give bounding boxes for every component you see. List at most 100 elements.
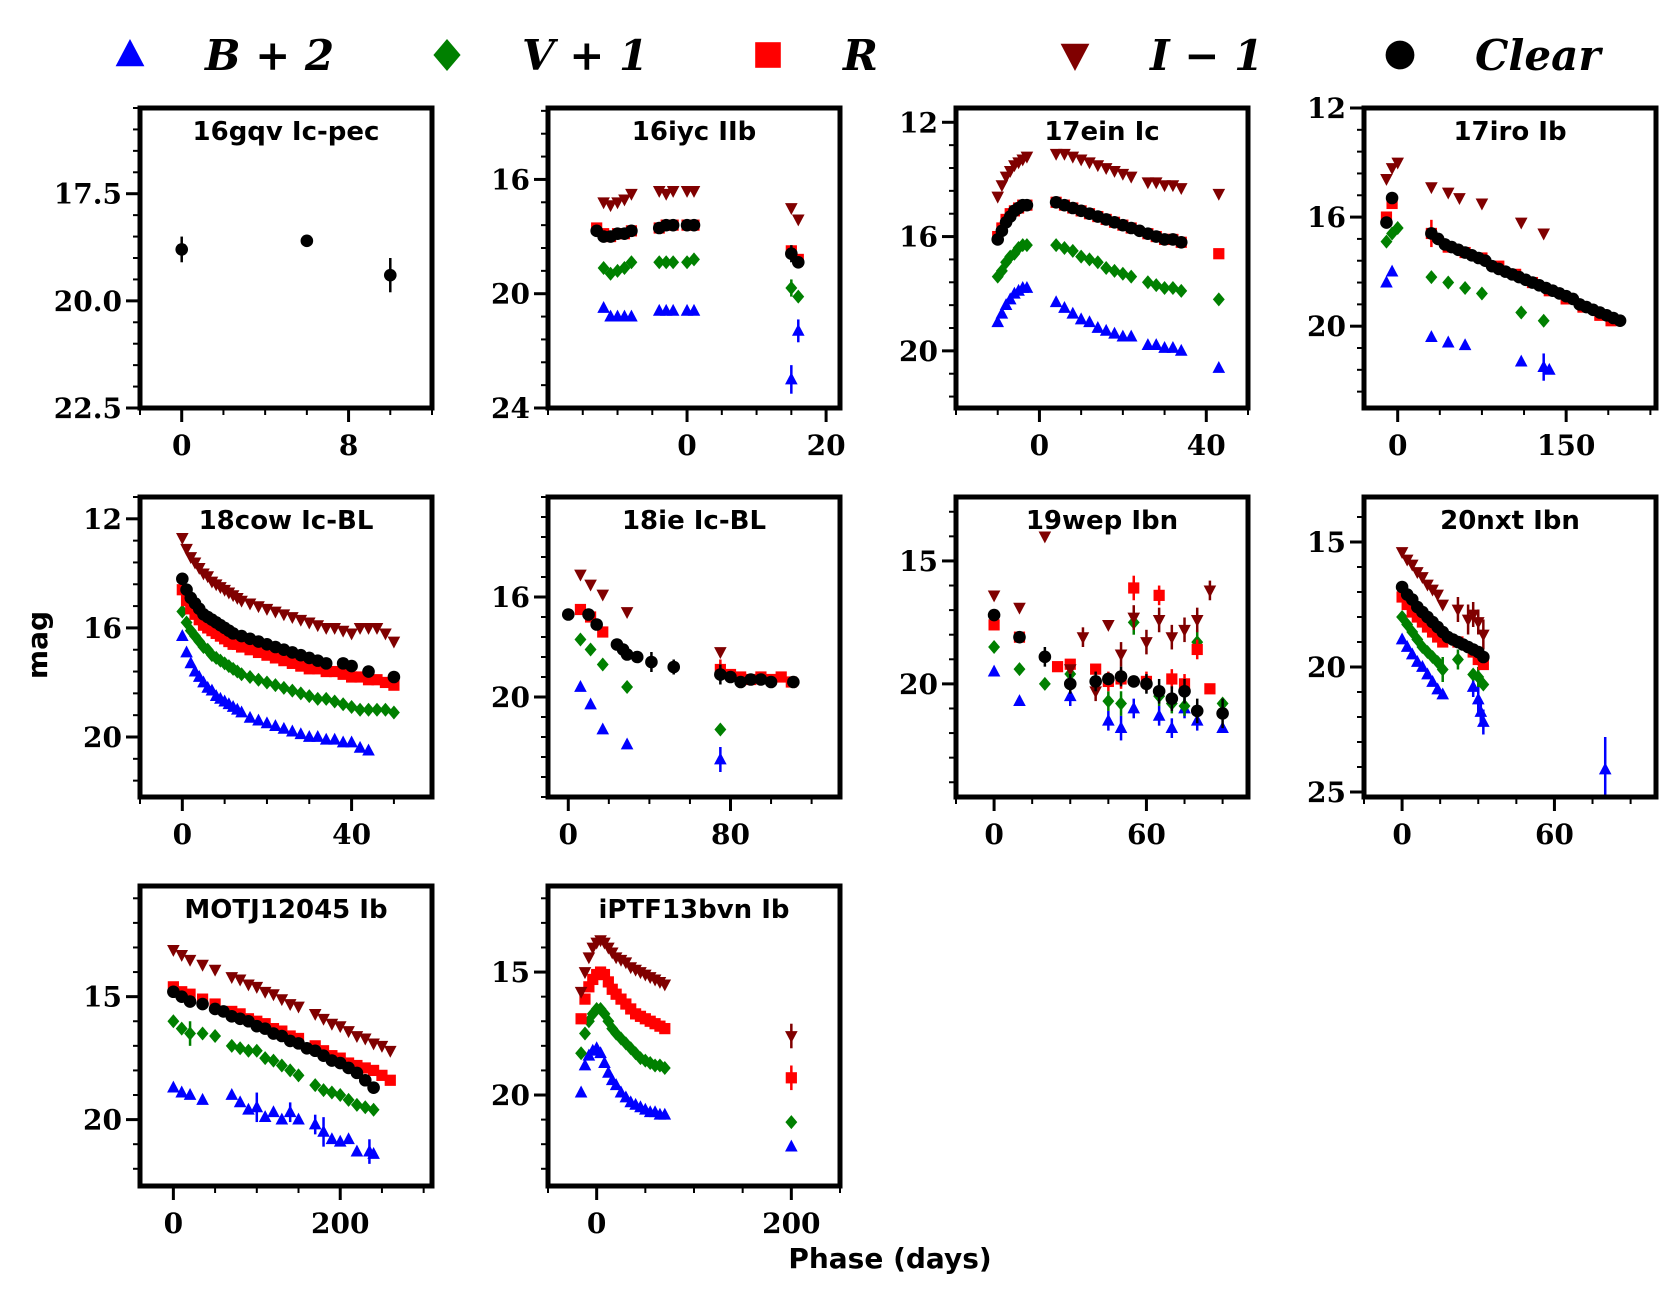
data-point-i-band <box>1441 187 1455 200</box>
data-point-i-band <box>1385 163 1399 175</box>
panel-frame <box>545 105 843 411</box>
data-point-clear-band <box>1038 650 1052 664</box>
data-point-i-band <box>618 194 631 207</box>
data-point-b-band <box>311 730 325 742</box>
data-point-v-band <box>261 675 273 690</box>
y-tick-label: 12 <box>899 106 938 139</box>
data-point-v-band <box>320 691 333 706</box>
data-point-v-band <box>180 615 193 630</box>
data-point-b-band <box>336 735 350 748</box>
data-point-v-band <box>1158 281 1171 295</box>
data-point-v-band <box>334 1088 347 1103</box>
data-point-r-band <box>1191 643 1203 656</box>
data-point-i-band <box>333 1021 347 1034</box>
data-point-b-band <box>183 1088 197 1100</box>
data-point-clear-band <box>1114 670 1128 683</box>
data-point-b-band <box>1152 708 1166 721</box>
data-point-i-band <box>1038 531 1052 544</box>
data-point-clear-band <box>687 218 701 232</box>
data-point-i-band <box>1203 585 1217 598</box>
data-point-i-band <box>1076 632 1090 645</box>
data-point-i-band <box>1380 174 1393 186</box>
data-point-b-band <box>594 1046 607 1059</box>
data-point-b-band <box>362 743 375 756</box>
data-point-r-band <box>1153 589 1165 601</box>
panel-7: 15 20 25 0 60 20nxt Ibn <box>1307 494 1659 851</box>
data-point-i-band <box>1089 686 1102 699</box>
data-point-i-band <box>596 589 610 602</box>
data-points <box>175 234 397 293</box>
data-point-b-band <box>658 1107 672 1120</box>
data-point-r-band <box>388 679 400 691</box>
y-tick-label: 16 <box>1307 201 1346 234</box>
data-point-b-band <box>1165 721 1179 734</box>
x-tick-label: 0 <box>677 429 696 462</box>
data-point-r-band <box>575 1013 587 1025</box>
data-point-i-band <box>275 994 289 1007</box>
y-tick-label: 17.5 <box>54 178 122 211</box>
x-tick-label: 40 <box>332 818 371 851</box>
data-point-i-band <box>1165 632 1179 645</box>
data-point-i-band <box>987 590 1001 603</box>
data-point-clear-band <box>744 673 758 686</box>
data-point-i-band <box>1425 182 1438 195</box>
y-tick-label: 15 <box>1307 526 1346 559</box>
data-point-v-band <box>597 261 610 275</box>
data-point-b-band <box>180 645 193 658</box>
data-point-r-band <box>345 671 358 683</box>
data-point-v-band <box>317 1083 330 1098</box>
data-point-b-band <box>1108 326 1121 339</box>
data-point-i-band <box>666 185 680 198</box>
data-point-i-band <box>1049 148 1063 161</box>
data-point-v-band <box>594 1001 607 1016</box>
data-point-v-band <box>1380 234 1393 249</box>
data-point-clear-band <box>714 668 727 681</box>
data-point-v-band <box>596 657 609 672</box>
data-point-b-band <box>1543 362 1556 375</box>
data-point-r-band <box>1401 598 1413 611</box>
data-point-v-band <box>275 1058 288 1073</box>
data-point-v-band <box>1425 270 1438 285</box>
data-point-clear-band <box>183 995 197 1008</box>
data-point-v-band <box>1115 696 1127 711</box>
data-point-i-band <box>175 949 189 962</box>
data-point-v-band <box>1020 238 1033 253</box>
data-point-b-band <box>1425 330 1438 342</box>
data-point-b-band <box>1114 721 1128 734</box>
data-point-r-band <box>583 981 595 993</box>
data-point-v-band <box>1451 652 1464 667</box>
data-point-v-band <box>598 1006 611 1021</box>
x-tick-label: 80 <box>711 818 750 851</box>
data-point-clear-band <box>625 224 638 238</box>
data-point-clear-band <box>1089 675 1102 688</box>
data-point-v-band <box>325 1085 338 1100</box>
data-point-i-band <box>379 628 392 641</box>
data-point-r-band <box>235 641 248 653</box>
data-point-b-band <box>345 735 358 748</box>
y-tick-label: 12 <box>83 503 122 536</box>
data-point-b-band <box>666 303 680 316</box>
data-point-i-band <box>1514 217 1528 230</box>
data-point-b-band <box>1083 315 1096 328</box>
data-point-i-band <box>1127 612 1141 625</box>
data-point-r-band <box>1477 658 1489 671</box>
data-point-v-band <box>309 1078 322 1093</box>
data-point-b-band <box>252 713 265 726</box>
data-point-r-band <box>579 993 591 1005</box>
data-point-b-band <box>283 1105 297 1118</box>
data-point-v-band <box>1386 226 1399 241</box>
data-point-v-band <box>1050 238 1063 253</box>
data-point-v-band <box>1431 655 1444 669</box>
data-point-r-band <box>312 663 324 675</box>
data-point-i-band <box>1466 609 1480 622</box>
data-point-v-band <box>688 252 700 267</box>
data-point-r-band <box>1090 663 1102 675</box>
data-point-i-band <box>1190 615 1204 627</box>
panel-5: 16 20 0 80 18ie Ic-BL <box>491 494 843 851</box>
data-point-i-band <box>785 1031 798 1043</box>
data-point-b-band <box>1091 321 1105 333</box>
data-point-i-band <box>1140 637 1153 650</box>
data-points <box>590 185 805 394</box>
data-point-v-band <box>1459 281 1472 295</box>
data-point-i-band <box>176 533 189 545</box>
